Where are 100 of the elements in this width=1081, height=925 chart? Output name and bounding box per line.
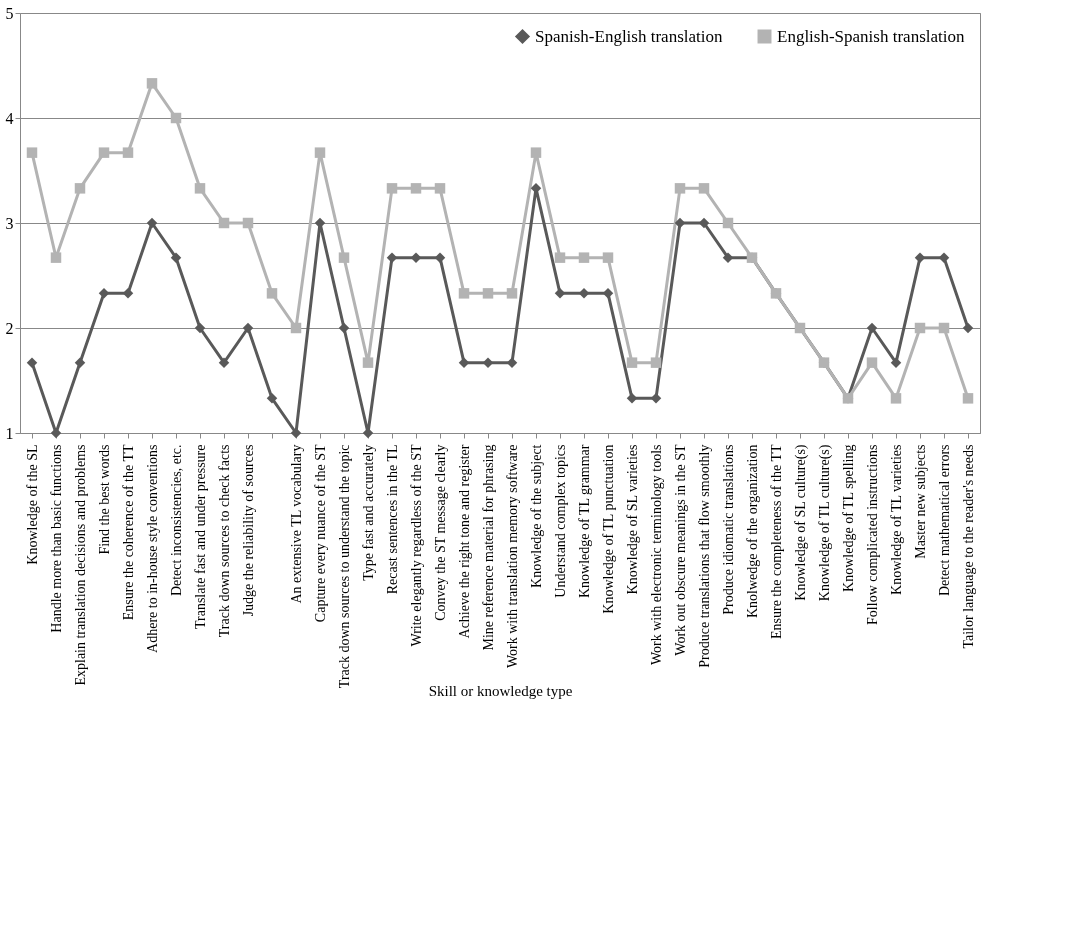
point	[722, 217, 734, 229]
point	[506, 288, 518, 299]
x-tick-label: Produce idiomatic translations	[720, 444, 736, 615]
point	[530, 147, 542, 158]
x-tick-label: Understand complex topics	[552, 444, 568, 598]
x-tick-label: Write elegantly regardless of the ST	[408, 444, 424, 647]
x-tick-label: Knowledge of TL spelling	[840, 444, 856, 592]
x-tick-label: Knowledge of the subject	[528, 444, 544, 588]
point	[914, 322, 926, 334]
point	[578, 252, 590, 263]
point	[242, 217, 254, 229]
point	[602, 288, 614, 299]
point	[866, 322, 878, 334]
y-tick-label: 2	[5, 319, 14, 337]
x-tick-label: Ensure the coherence of the TT	[120, 444, 136, 621]
x-tick-label: Work with translation memory software	[504, 444, 520, 669]
point	[890, 357, 902, 368]
point	[650, 357, 662, 368]
point	[314, 147, 326, 158]
legend-label: English-Spanish translation	[777, 26, 965, 46]
x-tick-label: Work with electronic terminology tools	[648, 444, 664, 665]
point	[146, 78, 158, 89]
point	[50, 252, 62, 263]
point	[26, 357, 38, 368]
x-tick-label: Find the best words	[96, 444, 112, 555]
x-tick-label: Handle more than basic functions	[48, 444, 64, 633]
x-tick-label: Knowledge of SL culture(s)	[792, 444, 809, 601]
y-tick-label: 1	[5, 424, 14, 442]
x-tick-label: Produce translations that flow smoothly	[696, 444, 712, 668]
point	[410, 183, 422, 194]
x-axis-title: Skill or knowledge type	[428, 682, 573, 699]
point	[266, 393, 278, 404]
point	[410, 252, 422, 263]
x-tick-label: An extensive TL vocabulary	[288, 444, 304, 604]
point	[458, 357, 470, 368]
point	[338, 252, 350, 263]
x-tick-label: Knowledge of the SL	[24, 444, 40, 565]
point	[626, 357, 638, 368]
point	[938, 252, 950, 263]
x-tick-label: Explain translation decisions and problems	[72, 444, 88, 686]
point	[962, 322, 974, 334]
point	[26, 147, 38, 158]
x-tick-label: Knowledge of TL grammar	[576, 444, 592, 599]
y-tick-label: 4	[5, 109, 14, 127]
point	[242, 322, 254, 334]
point	[938, 322, 950, 334]
point	[386, 252, 398, 263]
point	[170, 112, 182, 124]
point	[722, 252, 734, 263]
x-tick-label: Translate fast and under pressure	[192, 444, 208, 630]
point	[650, 393, 662, 404]
point	[482, 357, 494, 368]
point	[458, 288, 470, 299]
x-tick-label: Ensure the completeness of the TT	[768, 444, 784, 640]
x-tick-label: Knolwedge of the organization	[744, 444, 760, 619]
x-tick-label: Recast sentences in the TL	[384, 444, 400, 595]
point	[602, 252, 614, 263]
point	[362, 357, 374, 368]
point	[386, 183, 398, 194]
point	[98, 288, 110, 299]
x-tick-label: Knowledge of TL culture(s)	[816, 444, 833, 602]
point	[434, 252, 446, 263]
point	[122, 288, 134, 299]
x-tick-label: Knowledge of SL varieties	[624, 444, 640, 595]
x-tick-label: Convey the ST message clearly	[432, 444, 448, 621]
x-tick-label: Achieve the right tone and register	[456, 444, 472, 639]
point	[74, 357, 86, 368]
point	[434, 183, 446, 194]
legend-label: Spanish-English translation	[535, 26, 723, 46]
point	[866, 357, 878, 368]
x-tick-label: Capture every nuance of the ST	[312, 444, 328, 623]
point	[578, 288, 590, 299]
point	[74, 183, 86, 194]
y-tick-label: 5	[5, 4, 14, 22]
x-tick-label: Knowledge of TL punctuation	[600, 444, 616, 614]
point	[338, 322, 350, 334]
point	[170, 252, 182, 263]
point	[554, 252, 566, 263]
y-tick-label: 3	[5, 214, 14, 232]
point	[194, 322, 206, 334]
point	[218, 217, 230, 229]
x-tick-label: Adhere to in-house style conventions	[144, 444, 160, 653]
point	[482, 288, 494, 299]
x-tick-label: Track down sources to check facts	[216, 444, 232, 638]
point	[962, 393, 974, 404]
point	[914, 252, 926, 263]
point	[290, 322, 302, 334]
point	[194, 183, 206, 194]
point	[890, 393, 902, 404]
x-tick-label: Tailor language to the reader's needs	[960, 444, 976, 649]
x-tick-label: Detect mathematical errors	[936, 444, 952, 597]
x-tick-label: Master new subjects	[912, 444, 928, 559]
point	[554, 288, 566, 299]
point	[218, 357, 230, 368]
point	[626, 393, 638, 404]
point	[674, 183, 686, 194]
point	[266, 288, 278, 299]
point	[146, 217, 158, 229]
point	[122, 147, 134, 158]
point	[98, 147, 110, 158]
